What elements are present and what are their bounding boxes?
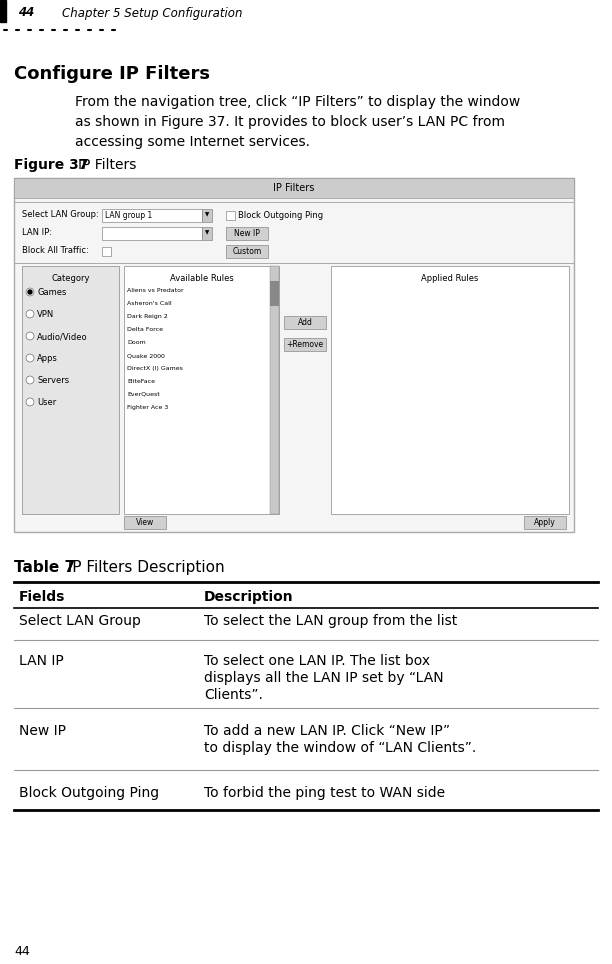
Bar (202, 209, 212, 222)
Text: Block Outgoing Ping: Block Outgoing Ping (238, 211, 323, 220)
Bar (14, 178, 574, 198)
Text: Select LAN Group: Select LAN Group (19, 614, 141, 628)
Text: Select LAN Group:: Select LAN Group: (22, 210, 99, 219)
Text: Apply: Apply (534, 518, 556, 527)
Text: accessing some Internet services.: accessing some Internet services. (75, 135, 310, 149)
Text: Available Rules: Available Rules (170, 274, 233, 283)
Circle shape (28, 290, 32, 294)
Text: Dark Reign 2: Dark Reign 2 (127, 314, 168, 319)
Text: Delta Force: Delta Force (127, 327, 163, 332)
Circle shape (26, 398, 34, 406)
Text: User: User (37, 398, 56, 407)
Text: From the navigation tree, click “IP Filters” to display the window: From the navigation tree, click “IP Filt… (75, 95, 520, 109)
Text: IP Filters: IP Filters (274, 183, 315, 193)
Text: Description: Description (204, 590, 294, 604)
Circle shape (26, 310, 34, 318)
Text: LAN IP:: LAN IP: (22, 228, 52, 237)
Text: VPN: VPN (37, 310, 54, 319)
Text: New IP: New IP (19, 724, 66, 738)
Text: Figure 37: Figure 37 (14, 158, 88, 172)
Bar (284, 316, 326, 329)
Text: ▼: ▼ (205, 230, 209, 235)
Bar (226, 245, 268, 258)
Text: Quake 2000: Quake 2000 (127, 353, 165, 358)
Text: To forbid the ping test to WAN side: To forbid the ping test to WAN side (204, 786, 445, 800)
Bar (270, 266, 279, 514)
Bar (331, 266, 569, 514)
Text: Audio/Video: Audio/Video (37, 332, 88, 341)
Bar (124, 516, 166, 529)
Bar (226, 211, 235, 220)
Text: Block Outgoing Ping: Block Outgoing Ping (19, 786, 159, 800)
Circle shape (26, 288, 34, 296)
Text: Custom: Custom (233, 247, 261, 255)
Bar (0, 0, 6, 22)
Text: To add a new LAN IP. Click “New IP”: To add a new LAN IP. Click “New IP” (204, 724, 450, 738)
Text: IP Filters Description: IP Filters Description (58, 560, 225, 575)
Text: Asheron's Call: Asheron's Call (127, 301, 171, 306)
Text: as shown in Figure 37. It provides to block user’s LAN PC from: as shown in Figure 37. It provides to bl… (75, 115, 505, 129)
Text: LAN IP: LAN IP (19, 654, 64, 668)
Bar (202, 227, 212, 240)
Text: Block All Traffic:: Block All Traffic: (22, 246, 89, 255)
Bar (270, 281, 279, 306)
Text: Fighter Ace 3: Fighter Ace 3 (127, 405, 168, 410)
Text: Apps: Apps (37, 354, 58, 363)
Circle shape (26, 376, 34, 384)
Text: Table 7: Table 7 (14, 560, 75, 575)
Bar (22, 266, 119, 514)
Bar (124, 266, 279, 514)
Text: EliteFace: EliteFace (127, 379, 155, 384)
Text: to display the window of “LAN Clients”.: to display the window of “LAN Clients”. (204, 741, 476, 755)
Text: View: View (136, 518, 154, 527)
Text: Applied Rules: Applied Rules (421, 274, 479, 283)
Text: To select the LAN group from the list: To select the LAN group from the list (204, 614, 457, 628)
Text: Games: Games (37, 288, 66, 297)
Text: Chapter 5 Setup Configuration: Chapter 5 Setup Configuration (62, 7, 242, 19)
Text: Add: Add (297, 318, 313, 327)
Text: 44: 44 (14, 945, 30, 958)
Text: +Remove: +Remove (286, 340, 324, 349)
Text: Doom: Doom (127, 340, 146, 345)
Text: LAN group 1: LAN group 1 (105, 211, 152, 220)
Text: displays all the LAN IP set by “LAN: displays all the LAN IP set by “LAN (204, 671, 444, 685)
Bar (14, 178, 574, 532)
Text: Servers: Servers (37, 376, 69, 385)
Bar (102, 227, 202, 240)
Bar (102, 209, 202, 222)
Text: Configure IP Filters: Configure IP Filters (14, 65, 210, 83)
Text: IP Filters: IP Filters (78, 158, 136, 172)
Text: New IP: New IP (234, 228, 260, 237)
Text: Fields: Fields (19, 590, 65, 604)
Bar (102, 247, 111, 256)
Bar (226, 227, 268, 240)
Bar (284, 338, 326, 351)
Text: Aliens vs Predator: Aliens vs Predator (127, 288, 184, 293)
Text: Category: Category (51, 274, 90, 283)
Text: DirectX (I) Games: DirectX (I) Games (127, 366, 183, 371)
Text: To select one LAN IP. The list box: To select one LAN IP. The list box (204, 654, 430, 668)
Bar (524, 516, 566, 529)
Text: Clients”.: Clients”. (204, 688, 263, 702)
Text: 44: 44 (18, 7, 34, 19)
Circle shape (26, 354, 34, 362)
Text: EverQuest: EverQuest (127, 392, 160, 397)
Text: ▼: ▼ (205, 212, 209, 218)
Circle shape (26, 332, 34, 340)
